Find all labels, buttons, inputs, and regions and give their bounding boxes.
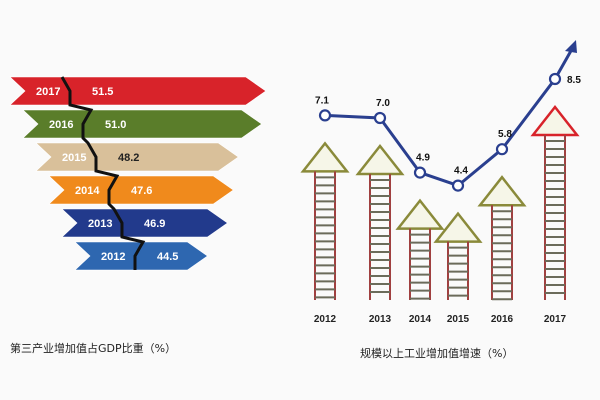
data-label-2014: 4.9 [416, 153, 430, 164]
ladder-arrow-2014 [395, 198, 445, 300]
data-label-2015: 4.4 [454, 166, 468, 177]
year-label-2013: 2013 [88, 218, 112, 230]
year-label-2017: 2017 [36, 86, 60, 98]
value-label-2017: 51.5 [92, 86, 113, 98]
ribbon-2017 [9, 76, 267, 106]
year-label-2016: 2016 [49, 119, 73, 131]
point-2017 [548, 72, 562, 86]
ladder-arrow-2013 [355, 143, 405, 300]
x-tick-2016: 2016 [491, 314, 514, 325]
value-label-2013: 46.9 [144, 218, 165, 230]
value-label-2014: 47.6 [131, 185, 152, 197]
point-2014 [413, 166, 427, 179]
industrial-growth-chart: 2012 2013 2014 2015 2016 2017 7.1 7.0 4.9 4.4 5.8 8… [300, 40, 581, 325]
ribbon-2015 [35, 142, 239, 172]
x-tick-2013: 2013 [369, 314, 392, 325]
ribbon-2012 [74, 241, 209, 271]
ladder-arrow-2017 [530, 104, 580, 300]
ribbon-2014 [48, 175, 234, 205]
year-label-2014: 2014 [75, 185, 100, 197]
growth-line-arrowhead [565, 40, 577, 53]
data-label-2017: 8.5 [567, 75, 581, 86]
gdp-share-chart: 2012 44.5 2013 46.9 2014 47.6 2015 48.2 2016 51.0… [9, 76, 267, 271]
value-label-2012: 44.5 [157, 251, 178, 263]
x-tick-2012: 2012 [314, 314, 337, 325]
x-tick-2017: 2017 [544, 314, 567, 325]
growth-line [324, 48, 574, 188]
x-tick-2015: 2015 [447, 314, 470, 325]
value-label-2015: 48.2 [118, 152, 139, 164]
zigzag-divider [60, 76, 146, 270]
value-label-2016: 51.0 [105, 119, 126, 131]
data-label-2012: 7.1 [315, 95, 329, 106]
left-chart-title: 第三产业增加值占GDP比重（%） [10, 342, 177, 355]
data-label-2016: 5.8 [498, 129, 512, 140]
year-label-2012: 2012 [101, 251, 125, 263]
year-label-2015: 2015 [62, 152, 86, 164]
x-tick-2014: 2014 [409, 314, 432, 325]
point-2016 [495, 143, 509, 156]
ribbon-2013 [61, 208, 229, 238]
point-2013 [373, 111, 387, 125]
right-chart-title: 规模以上工业增加值增速（%） [360, 347, 514, 360]
point-2015 [451, 179, 465, 192]
ladder-arrow-2015 [433, 211, 483, 300]
data-label-2013: 7.0 [376, 98, 390, 109]
ladder-arrow-2016 [477, 175, 527, 301]
ladder-arrow-2012 [300, 141, 350, 300]
point-2012 [318, 109, 332, 122]
